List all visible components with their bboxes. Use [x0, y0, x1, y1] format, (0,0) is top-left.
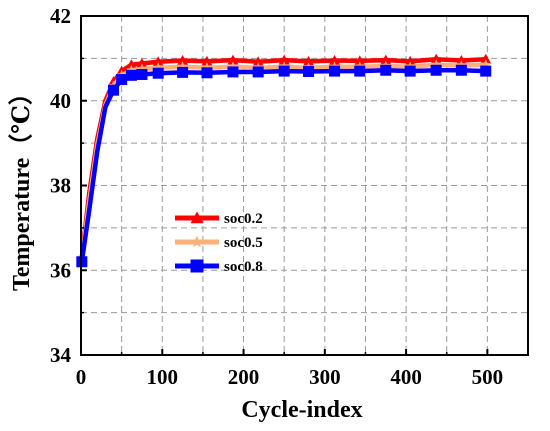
- data-point-square: [278, 65, 290, 77]
- y-tick-label: 36: [50, 258, 71, 282]
- data-point-triangle: [354, 55, 366, 66]
- y-tick-label: 40: [50, 89, 71, 113]
- legend-label: soc0.5: [224, 235, 263, 251]
- data-point-square: [201, 67, 213, 79]
- axis-ticks: 0 100 200 300 400 500 34 36 38 40 42: [50, 4, 503, 389]
- data-point-square: [329, 65, 341, 77]
- data-point-square: [455, 64, 467, 76]
- data-point-star: [190, 235, 204, 248]
- data-point-triangle: [303, 55, 315, 66]
- data-point-triangle: [227, 54, 239, 65]
- data-point-triangle: [329, 54, 341, 65]
- data-point-square: [177, 66, 189, 78]
- legend-label: soc0.8: [224, 259, 263, 275]
- data-point-triangle: [480, 53, 492, 64]
- x-tick-label: 500: [472, 365, 504, 389]
- series-soc0.8: [76, 64, 492, 268]
- data-point-square: [190, 259, 204, 273]
- data-point-square: [252, 66, 264, 78]
- data-point-triangle: [380, 54, 392, 65]
- legend-entry-soc0.8: soc0.8: [175, 259, 263, 275]
- plot-series: [76, 53, 492, 268]
- x-tick-label: 300: [309, 365, 341, 389]
- data-point-square: [227, 66, 239, 78]
- data-point-square: [108, 84, 120, 96]
- data-point-triangle: [152, 56, 164, 67]
- data-point-triangle: [404, 55, 416, 66]
- y-tick-label: 38: [50, 174, 71, 198]
- data-point-square: [116, 74, 128, 86]
- data-point-square: [125, 69, 137, 81]
- data-point-square: [404, 65, 416, 77]
- data-point-square: [480, 65, 492, 77]
- data-point-triangle: [190, 211, 204, 224]
- data-point-triangle: [125, 59, 137, 70]
- y-axis-label: Temperature（℃）: [8, 81, 35, 291]
- data-point-triangle: [177, 54, 189, 65]
- y-tick-label: 34: [50, 343, 72, 367]
- x-tick-label: 200: [228, 365, 260, 389]
- data-point-triangle: [201, 55, 213, 66]
- data-point-triangle: [136, 57, 148, 68]
- data-point-square: [136, 68, 148, 80]
- data-point-square: [152, 67, 164, 79]
- legend-entry-soc0.5: soc0.5: [175, 235, 263, 251]
- x-tick-label: 100: [147, 365, 179, 389]
- data-point-square: [303, 66, 315, 78]
- data-point-triangle: [430, 53, 442, 64]
- y-tick-label: 42: [50, 4, 71, 28]
- data-point-triangle: [455, 54, 467, 65]
- x-axis-label: Cycle-index: [241, 397, 362, 423]
- legend: soc0.2 soc0.5 soc0.8: [175, 211, 263, 275]
- data-point-square: [380, 64, 392, 76]
- data-point-triangle: [252, 56, 264, 67]
- x-tick-label: 0: [76, 365, 87, 389]
- series-line: [79, 67, 488, 265]
- legend-label: soc0.2: [224, 211, 263, 227]
- x-tick-label: 400: [390, 365, 422, 389]
- data-point-square: [430, 64, 442, 76]
- legend-entry-soc0.2: soc0.2: [175, 211, 263, 227]
- data-point-triangle: [278, 54, 290, 65]
- data-point-square: [354, 65, 366, 77]
